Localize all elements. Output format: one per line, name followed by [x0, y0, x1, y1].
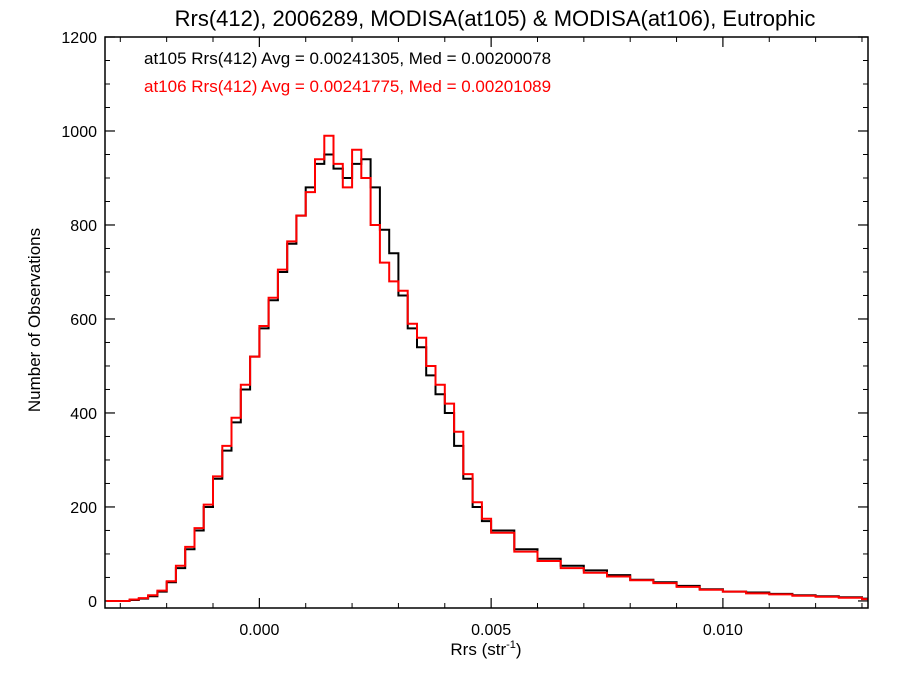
- stat-at106: at106 Rrs(412) Avg = 0.00241775, Med = 0…: [144, 77, 551, 96]
- chart-title: Rrs(412), 2006289, MODISA(at105) & MODIS…: [175, 6, 816, 31]
- plot-frame: [104, 36, 869, 609]
- y-tick-label: 400: [70, 406, 97, 423]
- series-layer: [106, 134, 868, 602]
- x-tick-label: 0.010: [703, 622, 743, 639]
- y-tick-label: 1000: [61, 124, 97, 141]
- histogram-series-0: [106, 153, 868, 602]
- histogram-series-1: [106, 134, 868, 602]
- y-tick-label: 0: [88, 594, 97, 611]
- x-axis-label: Rrs (str-1): [450, 639, 521, 659]
- y-tick-label: 800: [70, 218, 97, 235]
- x-tick-label: 0.000: [239, 622, 279, 639]
- x-tick-label: 0.005: [471, 622, 511, 639]
- y-tick-label: 600: [70, 312, 97, 329]
- y-axis-label: Number of Observations: [25, 228, 44, 412]
- stat-at105: at105 Rrs(412) Avg = 0.00241305, Med = 0…: [144, 49, 551, 68]
- y-tick-label: 1200: [61, 30, 97, 47]
- y-tick-label: 200: [70, 500, 97, 517]
- x-axis: 0.000 0.005 0.010: [119, 37, 863, 639]
- y-axis: 0 200 400 600 800 1000 1200: [61, 30, 868, 611]
